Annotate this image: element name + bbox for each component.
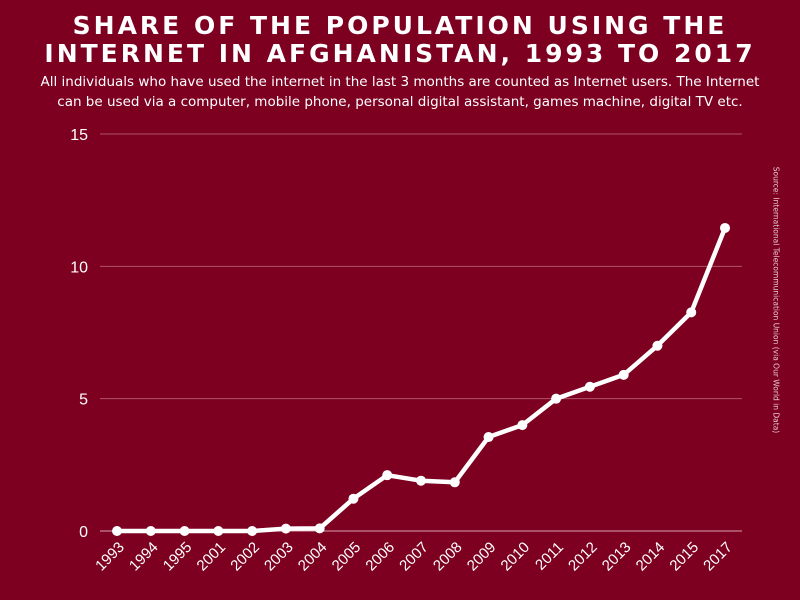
data-point: [618, 369, 629, 380]
data-point: [416, 475, 426, 486]
data-point: [179, 526, 190, 536]
series-points: [112, 222, 730, 536]
chart-title-line2: INTERNET IN AFGHANISTAN, 1993 TO 2017: [44, 39, 756, 68]
source-note: Source: International Telecommunication …: [771, 166, 781, 434]
x-tick-label: 2008: [430, 539, 466, 575]
chart-subtitle-line2: can be used via a computer, mobile phone…: [57, 94, 743, 110]
chart-title: SHARE OF THE POPULATION USING THE INTERN…: [0, 12, 800, 68]
data-point: [247, 526, 258, 536]
data-point: [348, 493, 359, 504]
data-point: [280, 523, 291, 534]
data-point: [720, 222, 730, 233]
x-axis-ticks: 1993199419952001200220032004200520062007…: [92, 539, 736, 575]
chart-subtitle-line1: All individuals who have used the intern…: [40, 74, 760, 90]
x-tick-label: 2002: [227, 539, 263, 575]
data-point: [652, 340, 663, 351]
x-tick-label: 2011: [532, 539, 567, 574]
chart-subtitle: All individuals who have used the intern…: [40, 72, 760, 112]
x-tick-label: 2003: [261, 539, 297, 575]
gridlines: [100, 133, 742, 532]
x-tick-label: 2006: [362, 539, 398, 575]
y-tick-label: 15: [70, 127, 88, 144]
x-tick-label: 2010: [498, 539, 534, 575]
x-tick-label: 2009: [464, 539, 500, 575]
x-tick-label: 2017: [700, 539, 736, 575]
x-tick-label: 2014: [633, 539, 669, 575]
data-point: [213, 526, 224, 536]
data-point: [483, 432, 494, 443]
x-tick-label: 2004: [295, 539, 331, 575]
x-tick-label: 2007: [396, 539, 432, 575]
x-tick-label: 1993: [92, 539, 128, 575]
data-point: [314, 523, 325, 534]
data-point: [584, 381, 595, 392]
x-tick-label: 1995: [160, 539, 196, 575]
x-tick-label: 2013: [599, 539, 635, 575]
y-tick-label: 10: [70, 259, 88, 276]
x-tick-label: 2005: [329, 539, 365, 575]
data-point: [382, 470, 393, 481]
data-point: [449, 477, 460, 488]
y-axis-ticks: 0 5 10 15: [70, 127, 88, 541]
data-point: [551, 393, 562, 404]
data-point: [686, 307, 697, 318]
data-point: [112, 526, 122, 536]
y-tick-label: 5: [79, 392, 88, 409]
y-tick-label: 0: [79, 524, 88, 541]
data-point: [145, 526, 156, 536]
data-point: [517, 420, 528, 431]
x-tick-label: 1994: [126, 539, 162, 575]
x-tick-label: 2015: [666, 539, 702, 575]
chart-title-line1: SHARE OF THE POPULATION USING THE: [72, 11, 728, 40]
x-tick-label: 2001: [194, 539, 230, 575]
x-tick-label: 2012: [565, 539, 601, 575]
